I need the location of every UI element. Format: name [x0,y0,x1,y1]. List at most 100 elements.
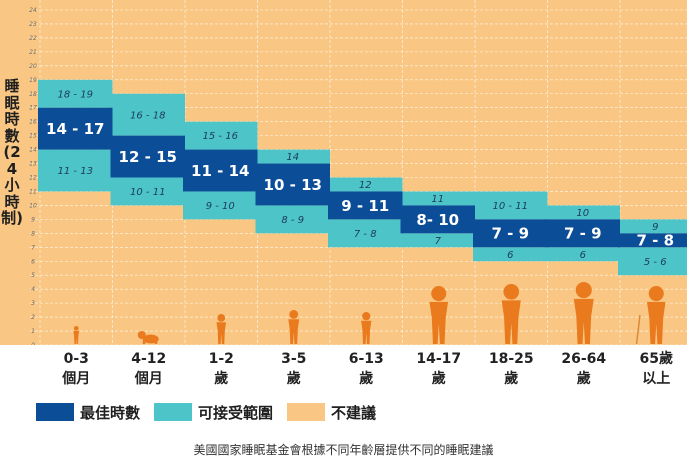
x-tick-label: 0-3 [64,351,89,367]
sleep-chart-figure: 0123456789101112131415161718192021222324… [0,0,687,437]
acceptable-lower-label: 10 - 11 [130,187,165,198]
teen-icon [429,286,449,344]
x-tick-label: 個月 [134,370,163,387]
legend-item-recommended: 最佳時數 [36,402,140,423]
acceptable-upper-bar [110,93,185,136]
x-tick-label: 歲 [359,370,373,387]
y-tick-label: 5 [31,272,35,279]
x-tick-label: 1-2 [209,351,234,367]
adult-woman-icon [573,282,594,344]
y-tick-label: 2 [31,314,35,321]
y-tick-label: 1 [31,328,35,335]
recommended-label: 12 - 15 [119,148,177,166]
y-tick-label: 13 [29,161,37,168]
y-tick-label: 12 [29,175,37,182]
recommended-bar [473,219,548,248]
acceptable-upper-bar [255,149,330,164]
y-tick-label: 22 [29,35,37,42]
legend-label-acceptable: 可接受範圍 [198,403,274,422]
acceptable-upper-label: 12 [359,180,372,191]
acceptable-upper-label: 16 - 18 [130,110,165,121]
acceptable-lower-label: 11 - 13 [58,166,93,177]
x-tick-label: 以上 [642,371,670,387]
acceptable-upper-bar [618,219,687,234]
acceptable-lower-label: 9 - 10 [206,201,235,212]
y-tick-label: 14 [29,147,37,154]
y-tick-label: 16 [29,119,37,126]
recommended-label: 8- 10 [416,211,459,229]
recommended-label: 14 - 17 [46,120,104,138]
x-tick-label: 歲 [214,370,228,387]
x-tick-label: 歲 [432,370,446,387]
acceptable-upper-label: 10 [576,208,589,219]
x-tick-label: 3-5 [281,351,306,367]
acceptable-lower-bar [183,191,258,220]
acceptable-upper-bar [328,177,403,192]
acceptable-lower-label: 6 [580,250,586,261]
recommended-bar [618,233,687,248]
acceptable-upper-bar [183,121,258,150]
acceptable-upper-bar [545,205,620,220]
recommended-bar [183,149,258,192]
y-axis-label: 睡眠時數(24小時制) [1,77,23,227]
recommended-label: 9 - 11 [341,197,389,215]
acceptable-lower-bar [618,247,687,276]
elderly-with-cane-icon [635,286,666,345]
x-tick-label: 4-12 [131,351,166,367]
acceptable-upper-label: 15 - 16 [203,131,238,142]
y-tick-label: 10 [29,202,37,209]
recommended-label: 7 - 9 [564,225,602,243]
y-tick-label: 24 [29,7,37,14]
acceptable-upper-bar [400,191,475,206]
x-tick-label: 26-64 [561,351,606,367]
y-tick-label: 3 [31,300,35,307]
acceptable-lower-label: 7 - 8 [354,229,377,240]
figure-caption: 美國國家睡眠基金會根據不同年齡層提供不同的睡眠建議 [193,443,494,457]
acceptable-upper-label: 11 [431,194,444,205]
y-tick-label: 17 [29,105,37,112]
acceptable-lower-label: 7 [435,236,442,247]
young-adult-icon [501,284,521,344]
y-tick-label: 18 [29,91,37,98]
recommended-bar [545,219,620,248]
recommended-label: 7 - 9 [491,225,529,243]
legend-item-not-recommended: 不建議 [287,402,376,423]
recommended-bar [38,107,113,150]
acceptable-upper-bar [473,191,548,220]
x-tick-label: 14-17 [416,351,461,367]
x-tick-label: 6-13 [349,351,384,367]
legend-swatch-not-recommended [287,403,326,421]
x-tick-label: 歲 [504,370,518,387]
y-tick-label: 7 [31,244,35,251]
legend-label-not-recommended: 不建議 [331,403,377,422]
recommended-bar [328,191,403,220]
y-tick-label: 6 [31,258,35,265]
acceptable-lower-bar [473,247,548,262]
acceptable-upper-bar [38,79,113,108]
y-tick-label: 21 [29,49,37,56]
recommended-bar [255,163,330,206]
x-tick-label: 個月 [61,370,90,387]
acceptable-upper-label: 10 - 11 [493,201,528,212]
y-tick-label: 8 [31,230,35,237]
running-kid-icon [361,312,372,344]
y-tick-label: 19 [29,77,37,84]
acceptable-upper-label: 14 [286,152,299,163]
infant-icon [73,326,80,344]
y-tick-label: 20 [29,63,37,70]
acceptable-lower-label: 8 - 9 [281,215,304,226]
chart-plot: 0123456789101112131415161718192021222324… [0,0,687,437]
x-tick-label: 65歲 [640,350,673,367]
acceptable-lower-bar [110,177,185,206]
child-icon [288,310,300,344]
category-strip [0,345,687,437]
y-tick-label: 11 [29,188,37,195]
acceptable-lower-label: 6 [507,250,513,261]
legend-swatch-acceptable [154,403,193,421]
x-tick-label: 歲 [287,370,301,387]
acceptable-upper-label: 18 - 19 [58,89,93,100]
acceptable-lower-bar [255,205,330,234]
recommended-label: 7 - 8 [636,232,674,250]
acceptable-lower-bar [400,233,475,248]
y-tick-label: 23 [29,21,37,28]
